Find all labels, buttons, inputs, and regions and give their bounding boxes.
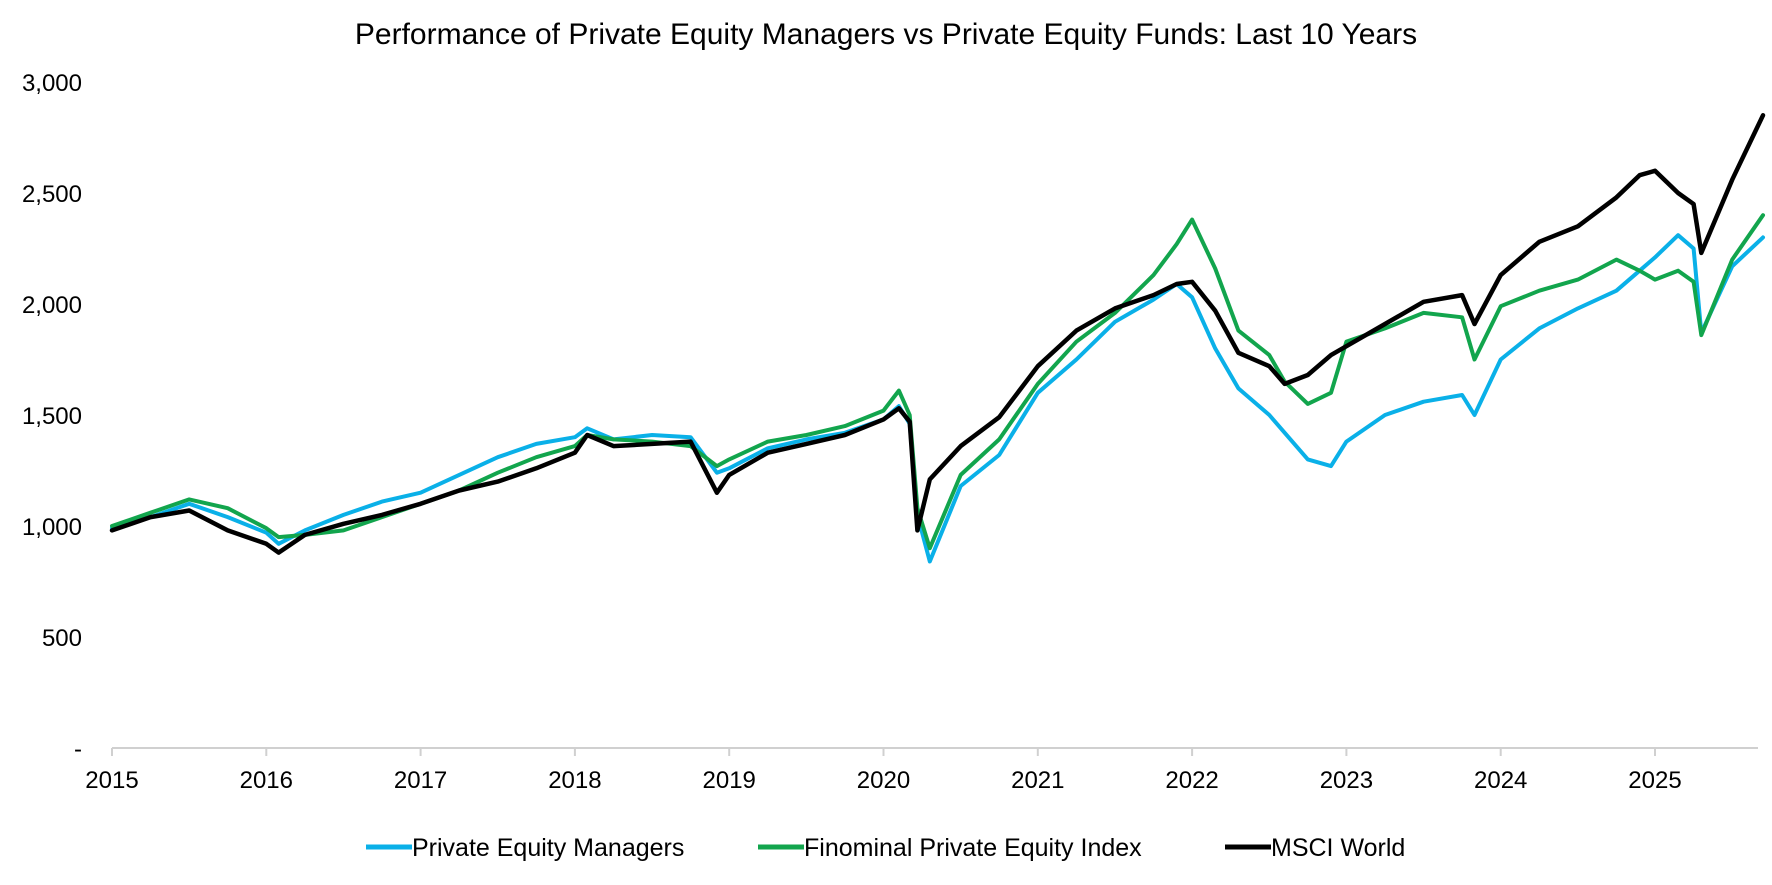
y-tick-label: 500 xyxy=(42,625,82,652)
plot-area xyxy=(109,113,1766,564)
y-tick-label: 2,000 xyxy=(22,292,82,319)
x-tick-label: 2023 xyxy=(1320,767,1373,794)
x-tick-label: 2017 xyxy=(394,767,447,794)
x-axis: 2015 2016 2017 2018 2019 2020 2021 2022 2023 2024… xyxy=(85,747,1758,794)
series-line-private-equity-managers xyxy=(110,233,1765,564)
legend-label-private-equity-managers: Private Equity Managers xyxy=(412,834,684,862)
x-tick-label: 2019 xyxy=(703,767,756,794)
chart-title: Performance of Private Equity Managers v… xyxy=(355,18,1417,51)
y-tick-label: 2,500 xyxy=(22,181,82,208)
x-tick-label: 2015 xyxy=(85,767,138,794)
legend-label-finominal-private-equity-index: Finominal Private Equity Index xyxy=(804,834,1142,862)
x-tick-label: 2020 xyxy=(857,767,910,794)
y-tick-label: 1,500 xyxy=(22,403,82,430)
x-tick-label: 2025 xyxy=(1628,767,1681,794)
legend: Private Equity Managers Finominal Private… xyxy=(366,834,1405,862)
series-line-msci-world xyxy=(109,113,1766,555)
x-tick-label: 2022 xyxy=(1165,767,1218,794)
legend-label-msci-world: MSCI World xyxy=(1271,834,1405,862)
y-tick-label: 3,000 xyxy=(22,70,82,97)
y-axis: - 500 1,000 1,500 2,000 2,500 3,000 xyxy=(22,70,82,763)
x-tick-label: 2016 xyxy=(240,767,293,794)
x-tick-label: 2021 xyxy=(1011,767,1064,794)
x-tick-label: 2018 xyxy=(548,767,601,794)
y-tick-label: - xyxy=(74,736,82,763)
y-tick-label: 1,000 xyxy=(22,514,82,541)
x-tick-label: 2024 xyxy=(1474,767,1527,794)
